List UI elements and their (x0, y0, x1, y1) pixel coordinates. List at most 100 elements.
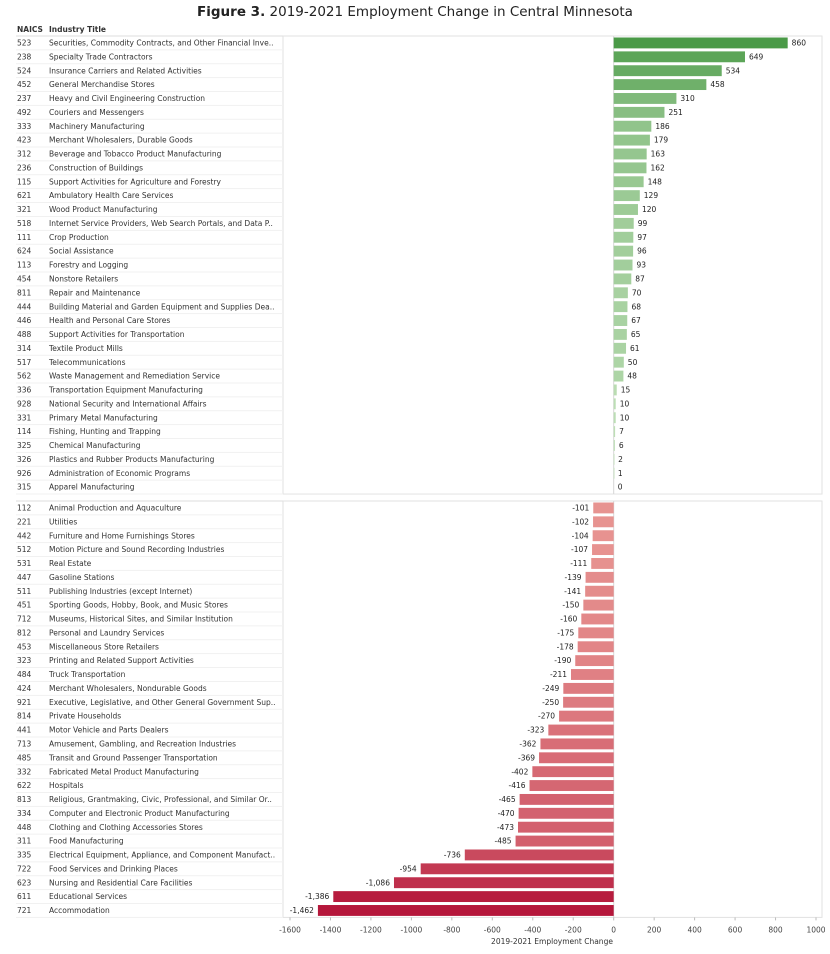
industry-title: Nonstore Retailers (49, 275, 118, 284)
industry-title: Nursing and Residential Care Facilities (49, 878, 193, 887)
naics-code: 624 (17, 247, 32, 256)
industry-title: Clothing and Clothing Accessories Stores (49, 823, 203, 832)
industry-title: Health and Personal Care Stores (49, 316, 170, 325)
bar (613, 315, 628, 326)
bar (532, 766, 614, 778)
data-label: -323 (527, 726, 544, 735)
bar (613, 51, 745, 63)
naics-code: 237 (17, 94, 32, 103)
industry-title: Beverage and Tobacco Product Manufacturi… (49, 150, 222, 159)
bar (613, 245, 634, 257)
data-label: 65 (631, 330, 641, 339)
data-label: -139 (565, 573, 582, 582)
bar (613, 79, 707, 91)
bar (333, 891, 614, 903)
naics-code: 321 (17, 205, 32, 214)
naics-code: 512 (17, 545, 32, 554)
bar (515, 835, 614, 847)
bar (529, 780, 614, 791)
data-label: 129 (644, 191, 659, 200)
bar (571, 669, 614, 680)
naics-code: 921 (17, 698, 32, 707)
naics-code: 518 (17, 219, 32, 228)
industry-title: Gasoline Stations (49, 573, 114, 582)
bar (583, 599, 614, 611)
data-label: -141 (564, 587, 581, 596)
naics-code: 325 (17, 441, 32, 450)
naics-code: 221 (17, 517, 32, 526)
bar (563, 682, 614, 694)
data-label: 458 (710, 80, 725, 89)
bar (539, 752, 614, 764)
naics-code: 111 (17, 233, 32, 242)
industry-title: Social Assistance (49, 247, 114, 256)
data-label: 2 (618, 455, 623, 464)
industry-title: Publishing Industries (except Internet) (49, 587, 192, 596)
bar (613, 120, 652, 132)
naics-code: 452 (17, 80, 32, 89)
naics-code: 314 (17, 344, 32, 353)
figure-prefix: Figure 3. (197, 4, 266, 20)
naics-code: 115 (17, 177, 32, 186)
bar (592, 530, 614, 542)
naics-code: 441 (17, 726, 32, 735)
bar (593, 502, 614, 514)
naics-code: 562 (17, 372, 32, 381)
data-label: 50 (628, 358, 638, 367)
industry-title: Support Activities for Agriculture and F… (49, 177, 222, 186)
data-label: 310 (680, 94, 695, 103)
industry-title: Transit and Ground Passenger Transportat… (48, 753, 218, 762)
industry-title: Machinery Manufacturing (49, 122, 145, 131)
industry-title: Animal Production and Aquaculture (49, 504, 182, 513)
x-tick-label: -400 (524, 925, 541, 934)
industry-title: Food Manufacturing (49, 837, 124, 846)
x-tick-label: 200 (647, 925, 662, 934)
data-label: 93 (637, 261, 647, 270)
data-label: -150 (562, 601, 579, 610)
industry-title: Merchant Wholesalers, Nondurable Goods (49, 684, 207, 693)
naics-code: 334 (17, 809, 32, 818)
data-label: -954 (400, 864, 417, 873)
x-tick-label: -1000 (400, 925, 422, 934)
data-label: -485 (495, 837, 512, 846)
industry-title: Heavy and Civil Engineering Construction (49, 94, 205, 103)
x-tick-label: -600 (484, 925, 501, 934)
x-tick-label: -1200 (360, 925, 382, 934)
chart-title: Figure 3. 2019-2021 Employment Change in… (0, 4, 830, 20)
industry-title: Wood Product Manufacturing (49, 205, 158, 214)
data-label: -175 (557, 628, 574, 637)
naics-code: 928 (17, 399, 32, 408)
bar (613, 204, 638, 215)
industry-title: Merchant Wholesalers, Durable Goods (49, 136, 193, 145)
industry-title: Building Material and Garden Equipment a… (49, 302, 274, 311)
bar (613, 440, 615, 451)
bar (613, 190, 640, 202)
data-label: 70 (632, 288, 642, 297)
naics-code: 453 (17, 642, 32, 651)
industry-title: Apparel Manufacturing (49, 483, 135, 492)
industry-title: Computer and Electronic Product Manufact… (49, 809, 230, 818)
bar (613, 287, 628, 299)
naics-code: 814 (17, 712, 32, 721)
bar (585, 571, 614, 583)
x-tick-label: 800 (768, 925, 783, 934)
data-label: -190 (554, 656, 571, 665)
bar (577, 641, 614, 653)
data-label: 0 (618, 483, 623, 492)
industry-title: Printing and Related Support Activities (49, 656, 194, 665)
bar (613, 259, 633, 271)
bar (613, 37, 788, 49)
naics-code: 811 (17, 288, 32, 297)
naics-code: 424 (17, 684, 32, 693)
bar (593, 516, 614, 528)
bar (464, 849, 614, 861)
x-tick-label: -800 (443, 925, 460, 934)
data-label: -211 (550, 670, 567, 679)
industry-title: Accommodation (49, 906, 110, 915)
data-label: 6 (619, 441, 624, 450)
data-label: 649 (749, 52, 764, 61)
industry-title: Electrical Equipment, Appliance, and Com… (49, 851, 275, 860)
industry-title: Amusement, Gambling, and Recreation Indu… (49, 740, 236, 749)
naics-code: 488 (17, 330, 32, 339)
